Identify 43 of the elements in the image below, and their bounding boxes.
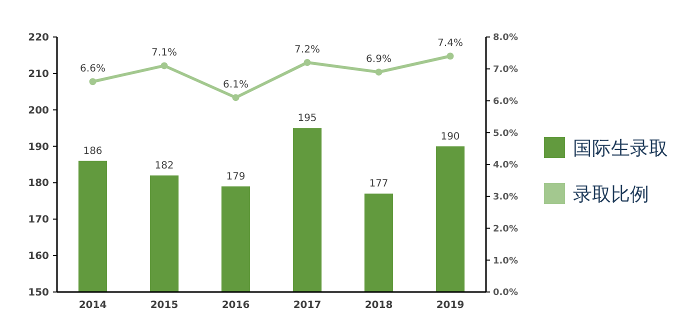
y2-tick-label: 1.0% [493,256,518,266]
point [304,59,311,66]
y-tick-label: 190 [28,142,50,153]
x-tick-label: 2014 [78,300,107,311]
data-label: 186 [83,146,102,157]
point [160,62,168,70]
y2-tick-label: 0.0% [493,288,518,298]
legend-label: 国际生录取 [573,138,668,160]
point [375,68,382,76]
y-tick-label: 220 [28,32,50,44]
x-tick-label: 2016 [222,300,250,311]
data-label: 6.6% [80,64,106,75]
point [446,52,454,60]
y2-tick-label: 2.0% [493,224,518,234]
y2-tick-label: 7.0% [493,65,518,76]
x-tick-label: 2017 [293,300,322,311]
legend-label: 录取比例 [573,184,649,206]
y2-tick-label: 4.0% [493,160,518,171]
data-label: 195 [298,113,317,124]
y-tick-label: 210 [28,68,50,80]
x-tick-label: 2015 [150,300,178,311]
y-tick-label: 180 [28,178,50,190]
data-label: 179 [226,171,246,182]
data-label: 182 [154,160,174,172]
data-label: 7.4% [438,38,463,50]
data-label: 7.2% [294,44,320,56]
data-label: 190 [440,131,460,142]
y-tick-label: 150 [28,288,50,298]
x-tick-label: 2018 [364,300,393,311]
data-label: 177 [369,178,388,190]
y2-tick-label: 6.0% [493,96,518,107]
y2-tick-label: 3.0% [493,192,518,203]
y-tick-label: 170 [28,214,50,226]
y2-tick-label: 8.0% [493,33,518,44]
data-label: 6.1% [223,80,248,91]
y-tick-label: 200 [28,105,50,116]
point [232,94,240,102]
point [89,78,96,86]
data-label: 6.9% [366,54,392,66]
x-tick-label: 2019 [436,300,464,311]
data-label: 7.1% [152,48,177,59]
y2-tick-label: 5.0% [493,128,518,139]
y-tick-label: 160 [28,251,50,262]
